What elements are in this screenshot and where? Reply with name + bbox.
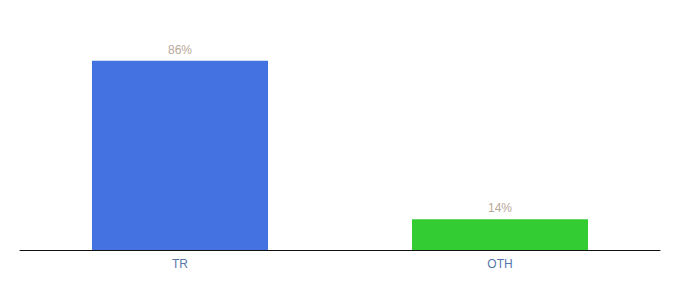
svg-text:TR: TR [172, 257, 188, 271]
svg-text:86%: 86% [168, 43, 192, 57]
svg-text:14%: 14% [488, 201, 512, 215]
svg-text:OTH: OTH [487, 257, 512, 271]
